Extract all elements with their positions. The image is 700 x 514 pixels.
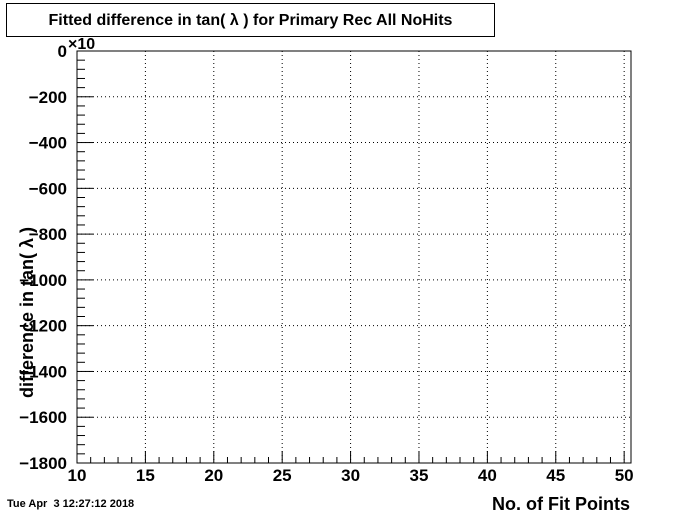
x-tick-label: 20 [204,466,223,485]
y-tick-label: −400 [29,134,67,153]
axis-ticks [76,50,625,464]
timestamp: Tue Apr 3 12:27:12 2018 [7,498,135,510]
x-tick-label: 25 [273,466,292,485]
y-tick-label: −800 [29,225,67,244]
x-tick-label: 50 [615,466,634,485]
x-tick-label: 45 [546,466,565,485]
y-tick-label: −600 [29,179,67,198]
grid-lines [77,51,631,463]
x-tick-label: 35 [410,466,429,485]
x-tick-label: 40 [478,466,497,485]
y-tick-label: −200 [29,88,67,107]
y-tick-label: 0 [58,42,67,61]
plot-frame [76,50,632,464]
y-axis-label: difference in tan( λ ) [17,227,37,398]
x-tick-label: 30 [341,466,360,485]
x-tick-label: 10 [68,466,87,485]
chart-title: Fitted difference in tan( λ ) for Primar… [48,12,453,29]
chart-title-box: Fitted difference in tan( λ ) for Primar… [6,3,495,37]
y-tick-label: −1400 [19,362,67,381]
x-tick-label: 15 [136,466,155,485]
y-tick-labels: 0 −200 −400 −600 −800 −1000 −1200 −1400 −1600 −18… [19,42,67,473]
y-tick-label: −1600 [19,408,67,427]
x-axis-label: No. of Fit Points [492,494,630,514]
x-tick-labels: 10 15 20 25 30 35 40 45 50 [68,466,634,485]
y-tick-label: −1200 [19,317,67,336]
y-tick-label: −1800 [19,454,67,473]
y-exponent-label: ×10 [68,36,95,53]
y-tick-label: −1000 [19,271,67,290]
